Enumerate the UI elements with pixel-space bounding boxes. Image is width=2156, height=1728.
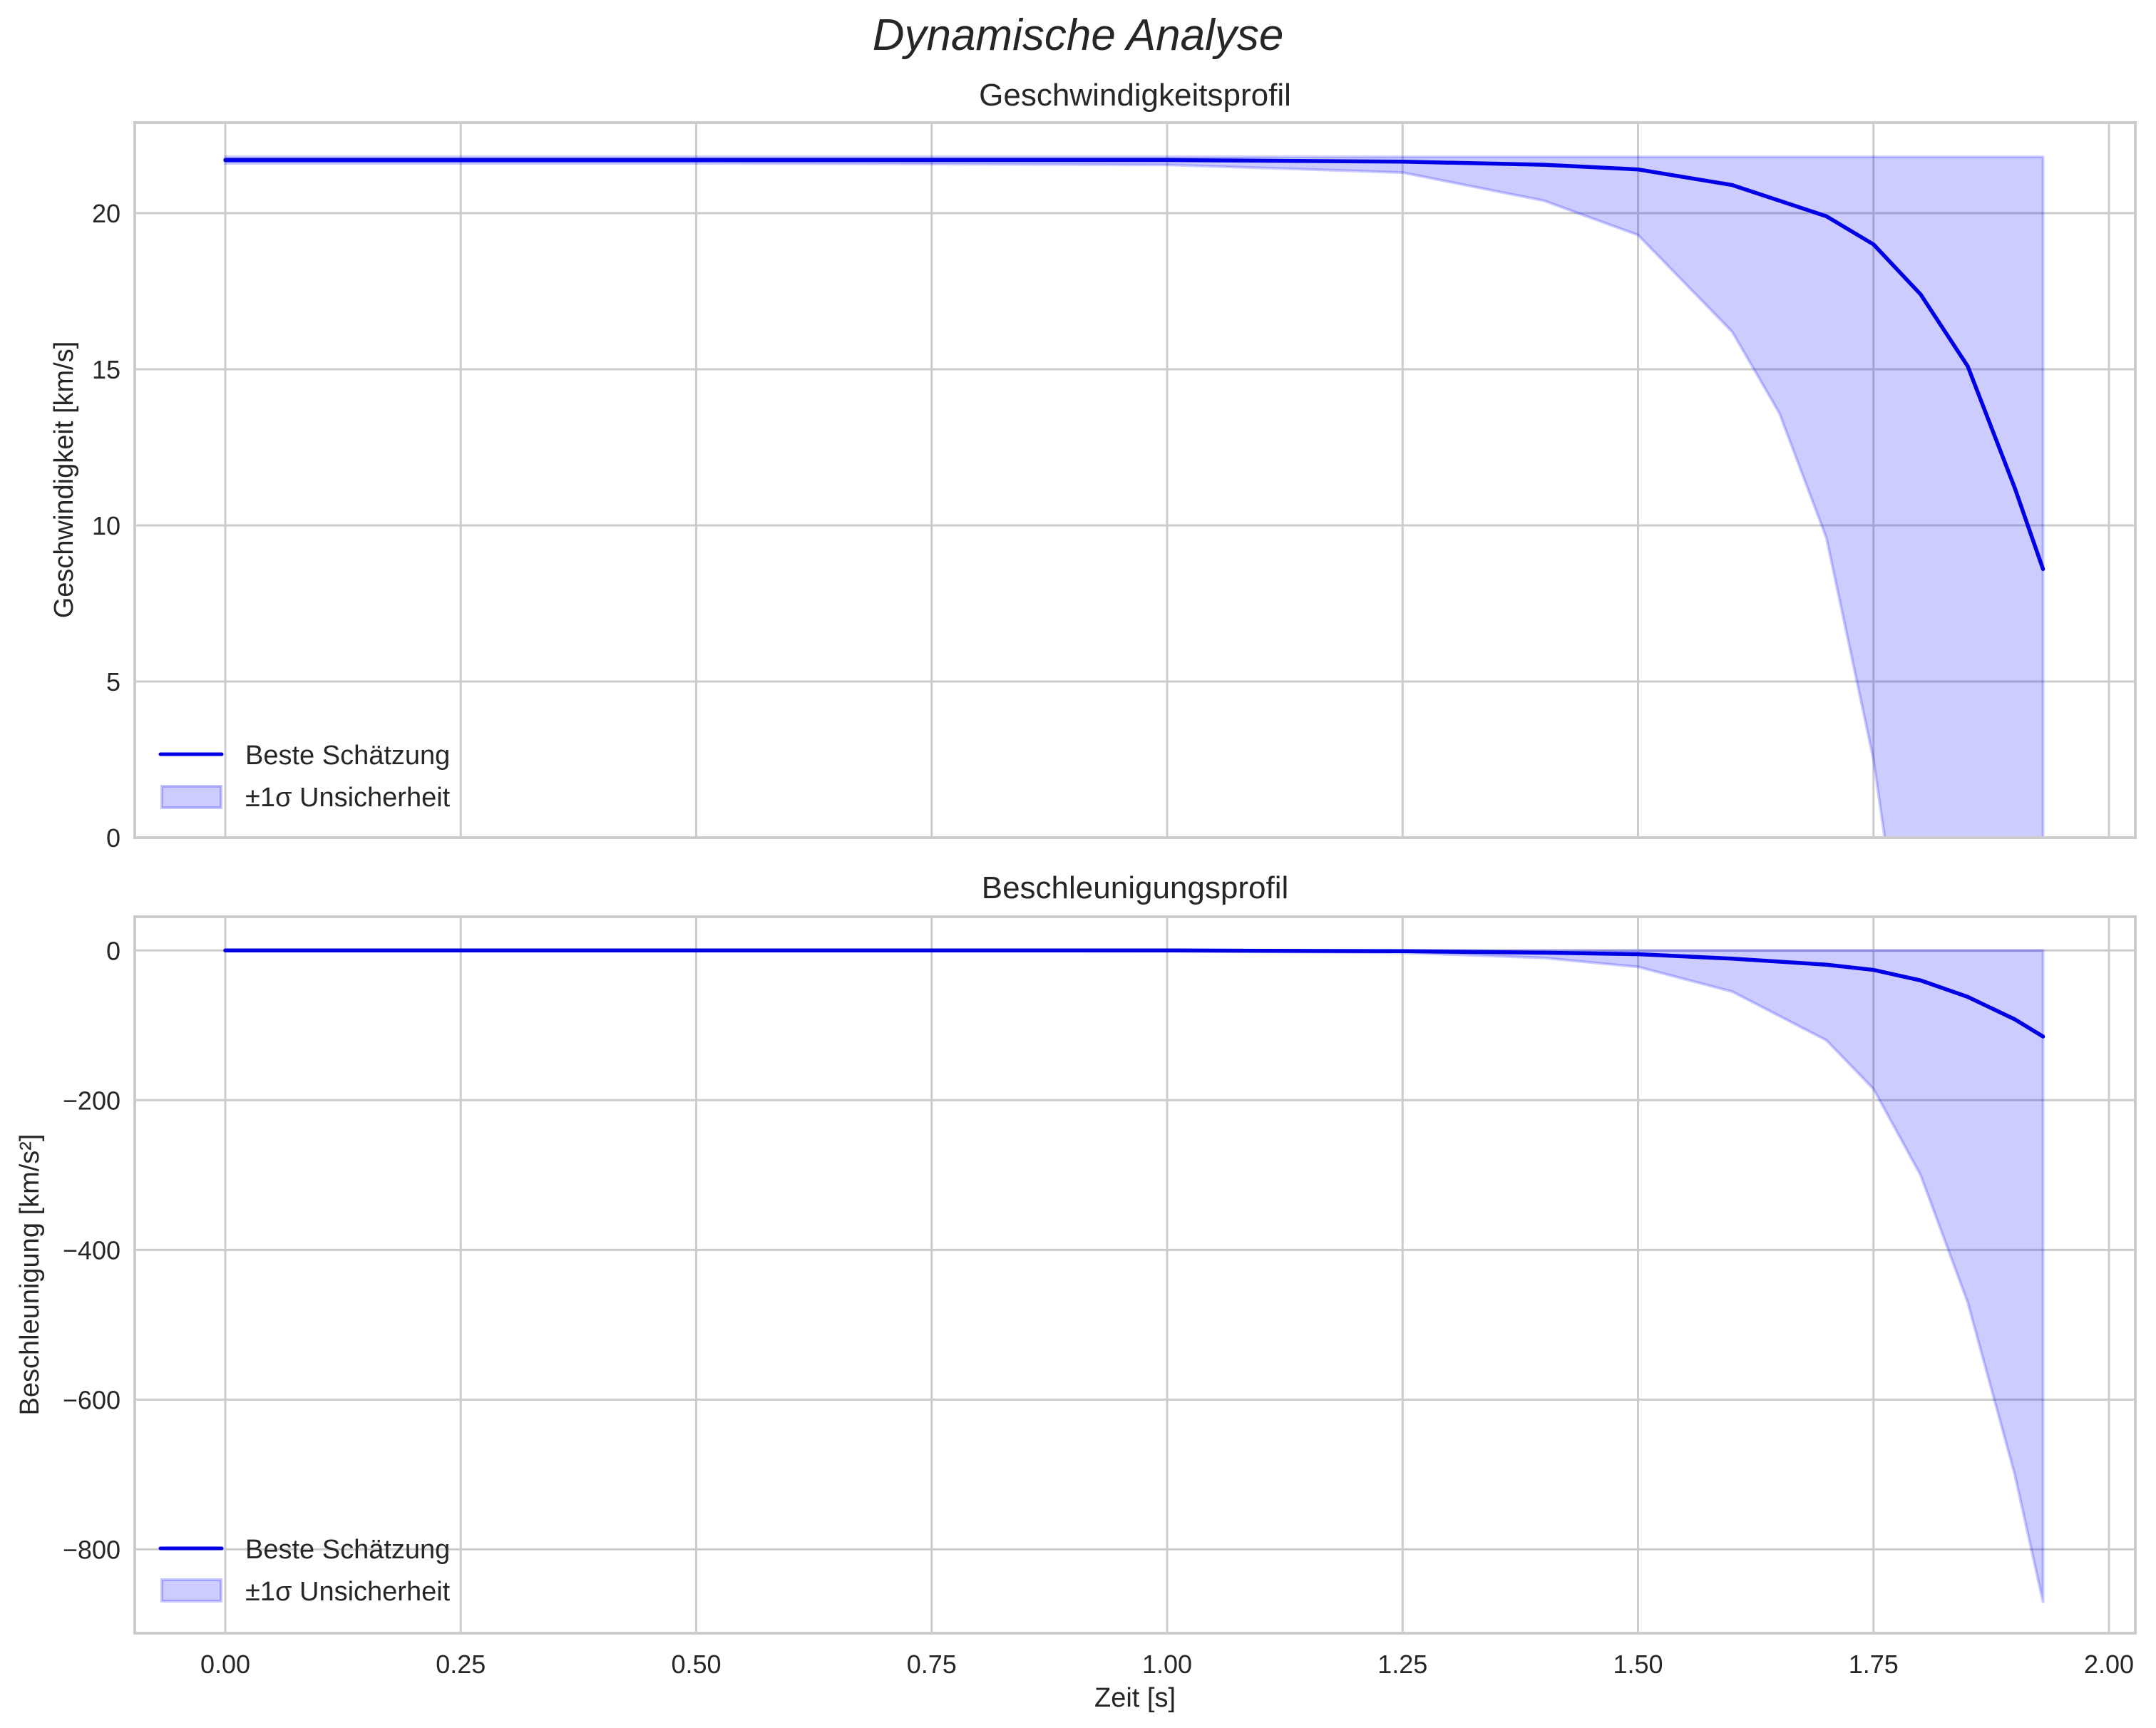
legend-label-best-estimate: Beste Schätzung bbox=[245, 741, 450, 771]
y-tick-label: −200 bbox=[63, 1086, 120, 1115]
velocity-plot-area bbox=[223, 155, 2045, 838]
x-tick-label: 0.00 bbox=[200, 1650, 250, 1679]
x-tick-label: 2.00 bbox=[2084, 1650, 2134, 1679]
y-tick-label: 20 bbox=[92, 199, 120, 228]
x-tick-label: 1.25 bbox=[1377, 1650, 1427, 1679]
x-tick-label: 0.25 bbox=[436, 1650, 486, 1679]
legend-band-swatch bbox=[160, 785, 222, 809]
figure-suptitle: Dynamische Analyse bbox=[873, 11, 1284, 60]
x-tick-label: 1.50 bbox=[1613, 1650, 1663, 1679]
x-tick-label: 1.00 bbox=[1142, 1650, 1192, 1679]
x-axis-label: Zeit [s] bbox=[1094, 1683, 1176, 1713]
x-tick-label: 0.50 bbox=[671, 1650, 721, 1679]
axes-background bbox=[135, 917, 2135, 1633]
acceleration-axes: Beschleunigungsprofil Beschleunigung [km… bbox=[15, 870, 2137, 1713]
legend-label-best-estimate: Beste Schätzung bbox=[245, 1535, 450, 1565]
velocity-y-axis-label: Geschwindigkeit [km/s] bbox=[49, 341, 79, 619]
y-tick-label: −600 bbox=[63, 1385, 120, 1414]
uncertainty-band bbox=[224, 155, 2045, 838]
y-tick-label: 15 bbox=[92, 355, 120, 384]
best-estimate-line bbox=[223, 948, 2045, 1039]
acceleration-axes-title: Beschleunigungsprofil bbox=[982, 870, 1289, 905]
y-tick-label: 5 bbox=[106, 667, 120, 696]
velocity-axes: Geschwindigkeitsprofil Geschwindigkeit [… bbox=[49, 78, 2137, 853]
legend-label-uncertainty: ±1σ Unsicherheit bbox=[245, 1577, 451, 1607]
axes-frame bbox=[133, 121, 2137, 839]
y-tick-label: 0 bbox=[106, 823, 120, 853]
velocity-legend: Beste Schätzung ±1σ Unsicherheit bbox=[158, 741, 451, 813]
acceleration-y-axis-label: Beschleunigung [km/s²] bbox=[15, 1134, 45, 1416]
y-tick-label: 10 bbox=[92, 511, 120, 540]
y-tick-label: 0 bbox=[106, 936, 120, 965]
axes-background bbox=[135, 123, 2135, 838]
y-tick-label: −400 bbox=[63, 1235, 120, 1265]
velocity-axes-title: Geschwindigkeitsprofil bbox=[979, 78, 1291, 113]
legend-band-swatch bbox=[160, 1578, 222, 1603]
x-tick-label: 1.75 bbox=[1849, 1650, 1899, 1679]
best-estimate-line bbox=[223, 158, 2045, 572]
velocity-grid bbox=[135, 123, 2135, 839]
acceleration-plot-area bbox=[223, 948, 2045, 1603]
y-tick-label: −800 bbox=[63, 1535, 120, 1564]
legend-label-uncertainty: ±1σ Unsicherheit bbox=[245, 783, 451, 813]
acceleration-grid bbox=[135, 917, 2135, 1633]
axes-frame bbox=[133, 915, 2137, 1635]
x-tick-label: 0.75 bbox=[907, 1650, 957, 1679]
acceleration-legend: Beste Schätzung ±1σ Unsicherheit bbox=[158, 1535, 451, 1607]
